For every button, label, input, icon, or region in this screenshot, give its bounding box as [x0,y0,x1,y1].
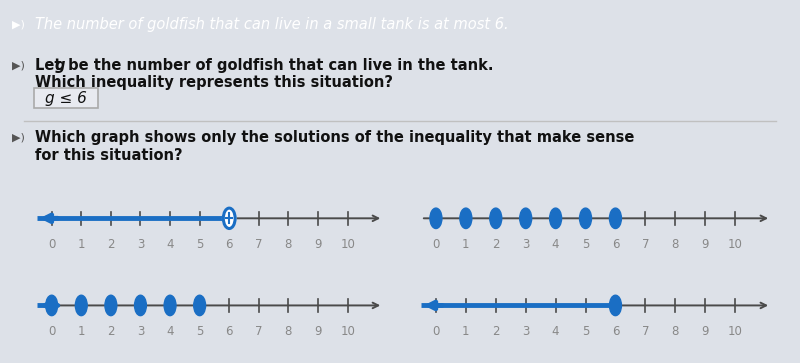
Text: g: g [55,58,66,73]
Text: 5: 5 [582,238,590,251]
Text: Let: Let [35,58,66,73]
Text: 10: 10 [728,238,742,251]
Text: be the number of goldfish that can live in the tank.: be the number of goldfish that can live … [63,58,494,73]
Text: 4: 4 [552,238,559,251]
Text: 6: 6 [226,238,233,251]
Text: 4: 4 [552,325,559,338]
Text: 8: 8 [285,325,292,338]
Text: 7: 7 [255,238,262,251]
Text: Which graph shows only the solutions of the inequality that make sense: Which graph shows only the solutions of … [35,130,634,144]
Text: 7: 7 [255,325,262,338]
Text: 0: 0 [48,238,55,251]
Text: 7: 7 [642,325,649,338]
Circle shape [520,208,532,229]
Text: 1: 1 [78,238,85,251]
Text: 3: 3 [137,325,144,338]
Text: 3: 3 [137,238,144,251]
Text: 2: 2 [107,325,114,338]
Text: g ≤ 6: g ≤ 6 [45,91,87,106]
Text: 2: 2 [107,238,114,251]
Text: 4: 4 [166,325,174,338]
Circle shape [430,208,442,229]
Text: The number of goldfish that can live in a small tank is at most 6.: The number of goldfish that can live in … [35,17,509,32]
Circle shape [164,295,176,316]
Circle shape [194,295,206,316]
Circle shape [223,208,235,229]
Text: 5: 5 [196,238,203,251]
Text: 8: 8 [285,238,292,251]
Text: 1: 1 [462,238,470,251]
Text: 1: 1 [462,325,470,338]
Circle shape [134,295,146,316]
Text: 10: 10 [728,325,742,338]
Text: 1: 1 [78,325,85,338]
Text: 7: 7 [642,238,649,251]
Text: 6: 6 [612,238,619,251]
Text: ▶︎): ▶︎) [12,19,25,29]
Text: 5: 5 [196,325,203,338]
Text: 3: 3 [522,325,530,338]
Circle shape [610,295,622,316]
Circle shape [105,295,117,316]
Text: 0: 0 [432,238,440,251]
Text: 0: 0 [432,325,440,338]
Text: 2: 2 [492,238,499,251]
Text: 3: 3 [522,238,530,251]
Text: 6: 6 [226,325,233,338]
Text: 8: 8 [671,325,679,338]
Circle shape [610,208,622,229]
Circle shape [46,295,58,316]
Text: 8: 8 [671,238,679,251]
Text: 2: 2 [492,325,499,338]
Text: ▶︎): ▶︎) [12,132,25,142]
Text: 9: 9 [314,238,322,251]
Text: 9: 9 [702,238,709,251]
Text: 5: 5 [582,325,590,338]
Text: 10: 10 [340,325,355,338]
Text: 6: 6 [612,325,619,338]
Text: ▶︎): ▶︎) [12,60,25,70]
FancyBboxPatch shape [34,88,98,108]
Circle shape [550,208,562,229]
Text: 9: 9 [702,325,709,338]
Circle shape [75,295,87,316]
Text: for this situation?: for this situation? [35,148,182,163]
Text: Which inequality represents this situation?: Which inequality represents this situati… [35,75,393,90]
Circle shape [579,208,591,229]
Text: 4: 4 [166,238,174,251]
Circle shape [490,208,502,229]
Circle shape [460,208,472,229]
Text: 10: 10 [340,238,355,251]
Text: 0: 0 [48,325,55,338]
Text: 9: 9 [314,325,322,338]
